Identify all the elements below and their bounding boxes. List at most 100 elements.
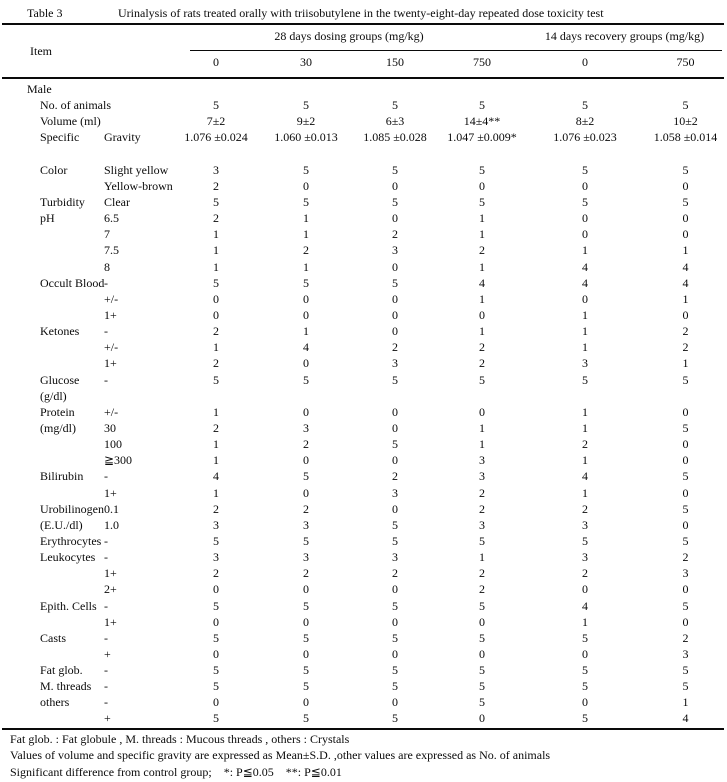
table-row: 8 1 1 0 1 4 4 — [0, 259, 727, 275]
cell-value: 0 — [582, 227, 588, 242]
cell-value: 5 — [582, 194, 588, 209]
footnotes: Fat glob. : Fat globule , M. threads : M… — [10, 731, 723, 780]
cell-value: 2 — [479, 340, 485, 355]
row-sub-label: 1.0 — [104, 517, 119, 532]
row-sub-label: 6.5 — [104, 211, 119, 226]
cell-value: 4 — [682, 711, 689, 726]
row-sub-label: +/- — [104, 291, 119, 306]
row-item-label: (E.U./dl) — [40, 517, 83, 532]
cell-value: 0 — [303, 178, 309, 193]
group-header-rule — [190, 50, 722, 51]
cell-value: 1 — [303, 324, 309, 339]
cell-value: 0 — [392, 307, 398, 322]
cell-value: 0 — [213, 646, 219, 661]
cell-value: 5 — [582, 533, 588, 548]
cell-value: 5 — [303, 630, 309, 645]
row-sub-label: Gravity — [104, 130, 141, 145]
table-row: +/- 0 0 0 1 0 1 — [0, 291, 727, 307]
cell-value: 5 — [479, 679, 485, 694]
cell-value: 5 — [682, 663, 689, 678]
cell-value: 3 — [392, 485, 398, 500]
row-sub-label: Clear — [104, 194, 130, 209]
cell-value: 5 — [303, 275, 309, 290]
cell-value: 0 — [303, 404, 309, 419]
cell-value: 3 — [303, 517, 309, 532]
row-sub-label: - — [104, 533, 108, 548]
cell-value: 5 — [392, 663, 398, 678]
cell-value: 2 — [392, 227, 398, 242]
cell-value: 5 — [479, 630, 485, 645]
cell-value: 5 — [213, 711, 219, 726]
row-item-label: Bilirubin — [40, 469, 84, 484]
cell-value: 2 — [479, 243, 485, 258]
row-item-label: pH — [40, 211, 55, 226]
table-row: + 5 5 5 0 5 4 — [0, 710, 727, 726]
cell-value: 0 — [479, 307, 485, 322]
cell-value: 4 — [582, 469, 588, 484]
cell-value: 5 — [479, 695, 485, 710]
cell-value: 5 — [682, 598, 689, 613]
cell-value: 0 — [582, 211, 588, 226]
dose-header-value: 750 — [473, 55, 491, 69]
cell-value: 0 — [682, 307, 689, 322]
cell-value: 1.047 ±0.009* — [447, 130, 517, 145]
cell-value: 2 — [682, 630, 689, 645]
dose-header-value: 0 — [582, 55, 588, 69]
cell-value: 1.085 ±0.028 — [363, 130, 427, 145]
dose-header-value: 750 — [676, 55, 695, 69]
table-row: 1+ 0 0 0 0 1 0 — [0, 307, 727, 323]
cell-value: 0 — [392, 646, 398, 661]
cell-value: 4 — [479, 275, 485, 290]
cell-value: 1 — [582, 614, 588, 629]
row-item-label: others — [40, 695, 70, 710]
cell-value: 0 — [682, 485, 689, 500]
cell-value: 5 — [682, 420, 689, 435]
cell-value: 0 — [303, 291, 309, 306]
cell-value: 5 — [682, 194, 689, 209]
cell-value: 5 — [392, 162, 398, 177]
cell-value: 2 — [213, 178, 219, 193]
cell-value: 5 — [303, 663, 309, 678]
cell-value: 3 — [582, 517, 588, 532]
column-group-dosing: 28 days dosing groups (mg/kg) — [274, 29, 424, 43]
row-item-label: Volume (ml) — [40, 114, 101, 129]
table-row: pH 6.5 2 1 0 1 0 0 — [0, 210, 727, 226]
cell-value: 2 — [582, 566, 588, 581]
cell-value: 1 — [479, 227, 485, 242]
cell-value: 1 — [682, 356, 689, 371]
row-item-label: Turbidity — [40, 194, 85, 209]
cell-value: 5 — [582, 679, 588, 694]
cell-value: 3 — [392, 356, 398, 371]
cell-value: 5 — [392, 98, 398, 113]
cell-value: 3 — [213, 517, 219, 532]
footnote-significance: Significant difference from control grou… — [10, 764, 342, 779]
table-row: + 0 0 0 0 0 3 — [0, 646, 727, 662]
table-row: 1+ 1 0 3 2 1 0 — [0, 485, 727, 501]
cell-value: 5 — [682, 162, 689, 177]
table-row: Color Slight yellow 3 5 5 5 5 5 — [0, 162, 727, 178]
cell-value: 0 — [392, 420, 398, 435]
row-sub-label: ≧300 — [104, 453, 133, 468]
cell-value: 2 — [479, 356, 485, 371]
row-sub-label: 1+ — [104, 485, 117, 500]
cell-value: 0 — [303, 453, 309, 468]
cell-value: 5 — [479, 663, 485, 678]
cell-value: 0 — [682, 404, 689, 419]
cell-value: 2 — [582, 437, 588, 452]
table-row: No. of animals 5 5 5 5 5 5 — [0, 97, 727, 113]
cell-value: 5 — [213, 98, 219, 113]
cell-value: 0 — [392, 291, 398, 306]
cell-value: 1 — [479, 550, 485, 565]
cell-value: 4 — [303, 340, 309, 355]
cell-value: 1.076 ±0.024 — [184, 130, 248, 145]
row-sub-label: 7.5 — [104, 243, 119, 258]
row-sub-label: - — [104, 679, 108, 694]
header-bottom-rule — [2, 77, 724, 79]
cell-value: 1 — [213, 227, 219, 242]
cell-value: 0 — [682, 211, 689, 226]
table-body: Male No. of animals 5 5 5 5 5 5 Volume (… — [0, 81, 727, 727]
cell-value: 5 — [213, 630, 219, 645]
cell-value: 3 — [213, 550, 219, 565]
cell-value: 3 — [682, 566, 689, 581]
cell-value: 0 — [392, 501, 398, 516]
